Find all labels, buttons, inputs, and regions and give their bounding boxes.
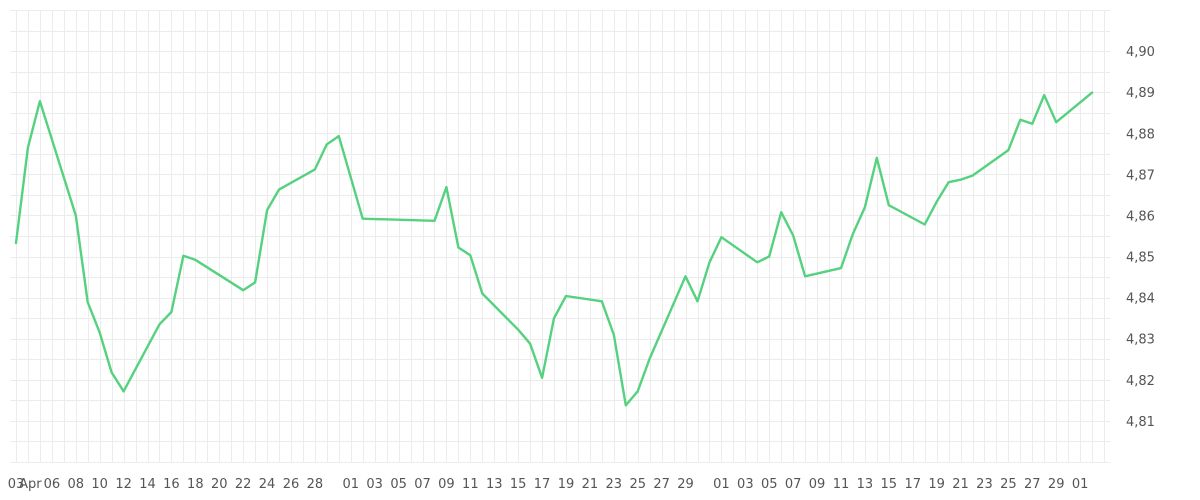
x-tick-label: 11 — [462, 477, 479, 492]
x-tick-label: 10 — [91, 477, 108, 492]
x-tick-label: 15 — [881, 477, 898, 492]
x-tick-label: 01 — [342, 477, 359, 492]
x-tick-label: 08 — [67, 477, 84, 492]
x-tick-label: 25 — [629, 477, 646, 492]
series-layer — [14, 91, 1094, 407]
x-tick-label: 26 — [283, 477, 300, 492]
y-tick-label: 4,82 — [1126, 374, 1155, 389]
x-tick-label: 13 — [857, 477, 874, 492]
x-tick-label: 29 — [1048, 477, 1065, 492]
x-tick-label: 19 — [928, 477, 945, 492]
x-tick-label: 07 — [785, 477, 802, 492]
x-tick-label: 17 — [904, 477, 921, 492]
x-tick-label: 21 — [582, 477, 599, 492]
x-tick-label: 15 — [510, 477, 527, 492]
x-tick-label: 22 — [235, 477, 252, 492]
y-tick-label: 4,84 — [1126, 292, 1155, 307]
y-tick-label: 4,89 — [1126, 86, 1155, 101]
x-tick-label: 01 — [1072, 477, 1089, 492]
y-tick-label: 4,87 — [1126, 168, 1155, 183]
x-tick-label: 17 — [534, 477, 551, 492]
x-tick-label: 05 — [390, 477, 407, 492]
x-tick-label: 03 — [737, 477, 754, 492]
x-tick-label: 20 — [211, 477, 228, 492]
series-line-0 — [14, 91, 1094, 407]
y-tick-label: 4,83 — [1126, 333, 1155, 348]
x-tick-label: 28 — [307, 477, 324, 492]
x-tick-label: 09 — [809, 477, 826, 492]
x-tick-label: Apr — [19, 477, 42, 492]
x-tick-label: 03 — [366, 477, 383, 492]
y-tick-label: 4,86 — [1126, 209, 1155, 224]
x-tick-label: 27 — [1024, 477, 1041, 492]
y-tick-label: 4,85 — [1126, 251, 1155, 266]
x-tick-label: 23 — [976, 477, 993, 492]
x-tick-label: 16 — [163, 477, 180, 492]
x-tick-label: 12 — [115, 477, 132, 492]
x-tick-label: 29 — [677, 477, 694, 492]
x-tick-label: 09 — [438, 477, 455, 492]
x-tick-label: 06 — [44, 477, 61, 492]
x-tick-label: 13 — [486, 477, 503, 492]
x-tick-label: 18 — [187, 477, 204, 492]
x-tick-label: 21 — [952, 477, 969, 492]
x-tick-label: 01 — [713, 477, 730, 492]
x-tick-label: 24 — [259, 477, 276, 492]
grid — [10, 10, 1110, 463]
y-tick-label: 4,88 — [1126, 127, 1155, 142]
x-tick-label: 07 — [414, 477, 431, 492]
x-tick-label: 19 — [558, 477, 575, 492]
x-tick-label: 27 — [653, 477, 670, 492]
y-axis: 4,81 4,82 4,83 4,84 4,85 4,86 4,87 4,88 4,89 4,90 — [1126, 45, 1155, 430]
x-tick-label: 25 — [1000, 477, 1017, 492]
x-tick-label: 03 — [8, 477, 25, 492]
x-tick-label: 14 — [139, 477, 156, 492]
x-tick-label: 11 — [833, 477, 850, 492]
x-tick-label: 23 — [606, 477, 623, 492]
x-tick-label: 05 — [761, 477, 778, 492]
y-tick-label: 4,90 — [1126, 45, 1155, 60]
y-tick-label: 4,81 — [1126, 415, 1155, 430]
